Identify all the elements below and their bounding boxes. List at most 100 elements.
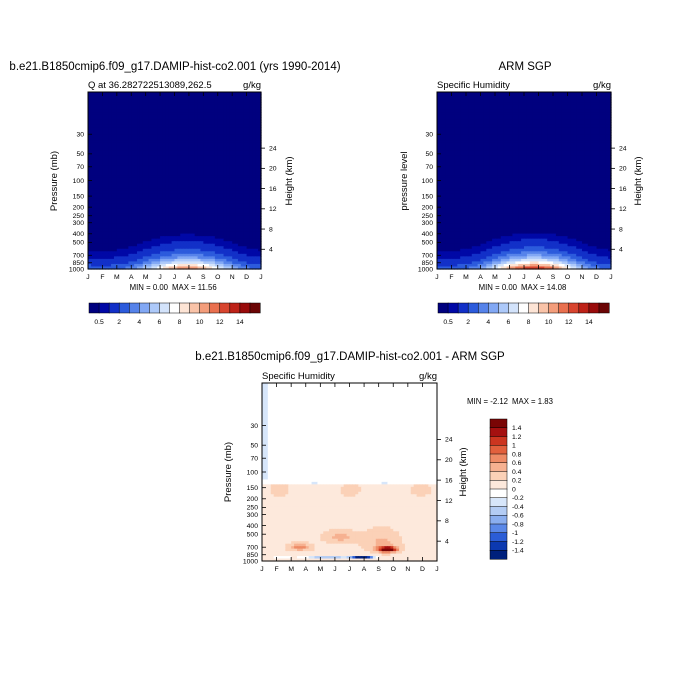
month-tick-label: S [201,274,206,281]
month-tick-label: D [594,274,599,281]
pressure-tick-label: 100 [422,178,434,185]
month-tick-label: A [478,274,483,281]
panel-model-subtitle-left: Q at 36.282722513089,262.5 [88,80,212,91]
colorbar-label: 2 [466,319,470,326]
pressure-tick-label: 700 [422,253,434,260]
pressure-tick-label: 300 [422,220,434,227]
month-tick-label: S [376,566,381,573]
pressure-tick-label: 500 [422,240,434,247]
month-tick-label: J [173,274,176,281]
colorbar-swatch [489,523,508,534]
pressure-tick-label: 150 [247,485,259,492]
panel-diff-subtitle-left: Specific Humidity [262,371,335,382]
pressure-tick-label: 200 [422,204,434,211]
month-tick-label: M [288,566,294,573]
colorbar-label: -1.4 [512,548,524,555]
pressure-tick-label: 50 [425,151,433,158]
height-tick-label: 24 [269,145,277,152]
panel-model-title: b.e21.B1850cmip6.f09_g17.DAMIP-hist-co2.… [9,61,340,73]
colorbar-swatch [518,302,530,314]
pressure-tick-label: 30 [250,423,258,430]
pressure-tick-label: 850 [422,260,434,267]
month-tick-label: J [609,274,612,281]
colorbar-swatch [489,532,508,543]
panel-obs-ylabel: pressure level [399,151,410,210]
colorbar-swatch [568,302,580,314]
colorbar-label: 0.5 [94,319,104,326]
colorbar-swatch [98,302,110,314]
height-tick-label: 20 [269,166,277,173]
colorbar-swatch [189,302,201,314]
pressure-tick-label: 300 [247,512,259,519]
height-tick-label: 12 [619,206,627,213]
colorbar-swatch [199,302,211,314]
pressure-tick-label: 50 [250,443,258,450]
colorbar-swatch [498,302,509,314]
panel-obs-subtitle-left: Specific Humidity [437,80,510,91]
pressure-tick-label: 30 [76,132,84,139]
panel-model-colorbar: 0.5 2 4 6 8 10 12 14 [88,302,261,326]
colorbar-label: 6 [507,319,511,326]
colorbar-label: 2 [117,319,121,326]
panel-diff-min-label: MIN = -2.12 [467,397,508,406]
month-tick-label: O [565,274,570,281]
colorbar-swatch [489,471,508,481]
month-tick-label: M [463,274,469,281]
colorbar-label: -1 [512,530,518,537]
panel-model-ylabel: Pressure (mb) [49,151,60,211]
colorbar-swatch [249,302,261,314]
colorbar-label: 1 [512,443,516,450]
colorbar-swatch [159,302,171,314]
colorbar-swatch [437,302,449,314]
colorbar-swatch [139,302,150,314]
panel-diff: b.e21.B1850cmip6.f09_g17.DAMIP-hist-co2.… [195,351,553,573]
month-tick-label: O [391,566,396,573]
colorbar-swatch [489,488,508,499]
month-tick-label: J [259,274,262,281]
panel-diff-max-label: MAX = 1.83 [512,397,553,406]
colorbar-label: 0.5 [443,319,453,326]
panel-obs-subtitle-right: g/kg [593,80,611,91]
panel-obs-contour-field [437,92,612,270]
colorbar-swatch [538,302,550,314]
colorbar-label: 6 [158,319,162,326]
colorbar-label: 8 [178,319,182,326]
height-tick-label: 24 [445,437,453,444]
pressure-tick-label: 30 [425,132,433,139]
month-tick-label: J [86,274,89,281]
height-tick-label: 16 [619,186,627,193]
colorbar-label: -0.2 [512,495,524,502]
pressure-tick-label: 50 [76,151,84,158]
pressure-tick-label: 400 [247,523,259,530]
pressure-tick-label: 500 [73,240,85,247]
panel-model-ylabel-right: Height (km) [284,156,295,205]
pressure-tick-label: 400 [422,231,434,238]
colorbar-label: 12 [565,319,573,326]
colorbar-label: 10 [545,319,553,326]
month-tick-label: A [362,566,367,573]
month-tick-label: F [100,274,104,281]
colorbar-swatch [457,302,469,314]
month-tick-label: N [580,274,585,281]
panel-diff-subtitle-right: g/kg [419,371,437,382]
month-tick-label: A [187,274,192,281]
panel-diff-ylabel: Pressure (mb) [223,442,234,502]
height-tick-label: 16 [445,477,453,484]
colorbar-label: 4 [137,319,141,326]
colorbar-swatch [489,497,508,508]
colorbar-swatch [548,302,560,314]
height-tick-label: 8 [619,226,623,233]
month-tick-label: M [492,274,498,281]
colorbar-label: 1.2 [512,434,522,441]
colorbar-swatch [558,302,570,314]
month-tick-label: J [522,274,525,281]
colorbar-swatch [528,302,540,314]
panel-obs: ARM SGP Specific Humidity g/kg 305070100… [399,61,644,326]
month-tick-label: F [449,274,453,281]
pressure-tick-label: 200 [247,496,259,503]
month-tick-label: J [435,274,438,281]
month-tick-label: F [275,566,279,573]
pressure-tick-label: 300 [73,220,85,227]
